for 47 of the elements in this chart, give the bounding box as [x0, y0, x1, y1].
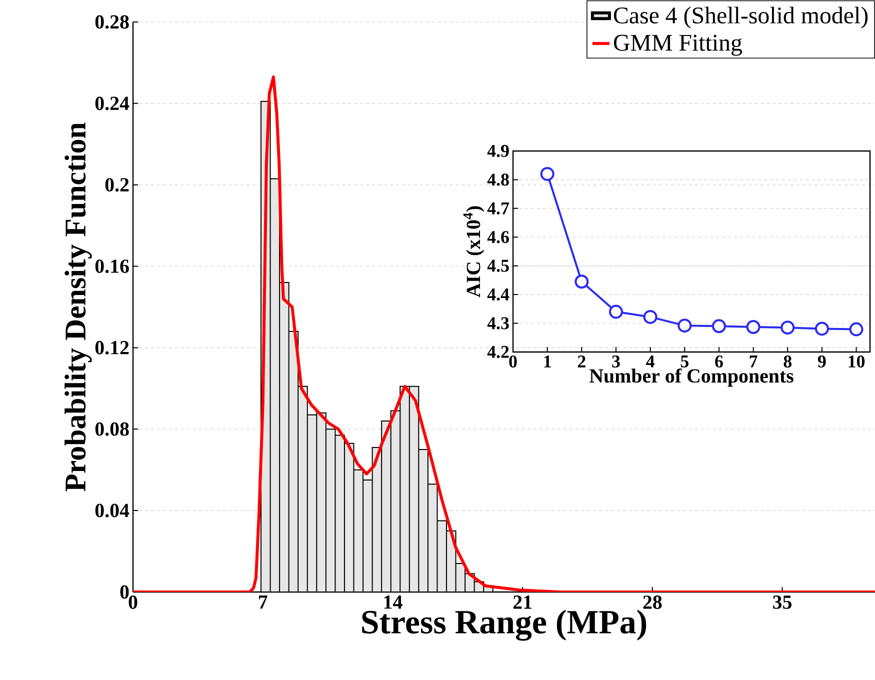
y-tick-label: 0.16: [95, 260, 129, 274]
point: [678, 318, 692, 333]
y-tick-label: 4.9: [487, 144, 509, 158]
y-tick-label: 0.28: [95, 15, 129, 29]
y-axis-title: AIC (x10$^{4}$): [463, 206, 484, 298]
x-tick-label: 2: [578, 356, 586, 368]
y-tick-label: 0.2: [105, 178, 129, 192]
y-tick-label: 0.12: [95, 340, 129, 354]
y-tick-label: 4.8: [487, 174, 509, 186]
x-tick-label: 4: [646, 355, 654, 368]
y-axis-title: Probability Density Function: [64, 122, 92, 492]
point: [574, 274, 589, 289]
y-tick-label: 4.5: [487, 260, 509, 272]
point: [780, 320, 795, 335]
legend-label: GMM Fitting: [614, 34, 742, 56]
x-tick-label: 14: [384, 596, 402, 609]
y-tick-label: 4.2: [487, 346, 509, 358]
x-tick-label: 35: [773, 596, 792, 609]
x-tick-label: 10: [848, 356, 865, 368]
point: [712, 319, 726, 334]
x-tick-label: 3: [612, 356, 620, 368]
legend-label: Case 4 (Shell-solid model): [614, 6, 868, 28]
x-tick-label: 28: [643, 596, 662, 609]
point: [643, 310, 658, 324]
y-tick-label: 4.3: [487, 317, 509, 330]
x-tick-label: 8: [784, 356, 792, 368]
x-tick-label: 1: [544, 355, 551, 368]
x-tick-label: 9: [818, 356, 826, 368]
x-axis-title: Stress Range (MPa): [362, 610, 646, 641]
y-tick-label: 4.4: [487, 288, 510, 301]
y-tick-label: 0.24: [95, 96, 130, 110]
x-tick-label: 21: [513, 596, 532, 609]
x-tick-label: 7: [750, 355, 758, 368]
y-tick-label: 4.7: [487, 202, 510, 214]
point: [814, 322, 829, 336]
y-tick-label: 0.08: [95, 422, 129, 436]
point: [608, 304, 623, 319]
y-tick-label: 0.04: [95, 504, 130, 518]
x-tick-label: 5: [680, 355, 688, 368]
x-tick-label: 6: [715, 356, 723, 368]
x-axis-title: Number of Components: [589, 368, 794, 387]
y-tick-label: 0: [120, 585, 129, 599]
point: [540, 166, 554, 181]
point: [849, 322, 864, 336]
y-tick-label: 4.6: [487, 231, 509, 244]
point: [746, 320, 760, 334]
x-tick-label: 7: [259, 596, 268, 609]
